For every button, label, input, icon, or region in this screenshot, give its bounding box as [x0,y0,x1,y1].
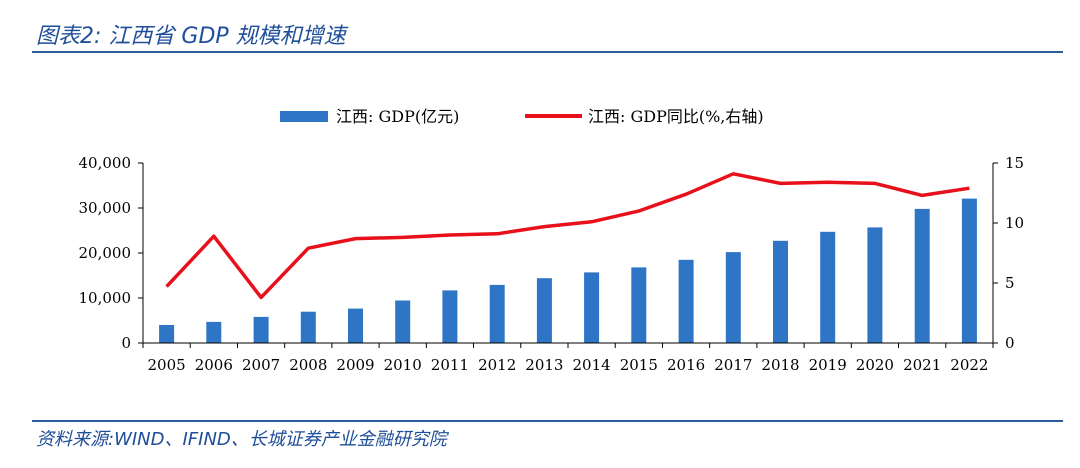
axes [142,163,994,344]
bar-2017 [725,252,741,343]
legend-line-label: 江西: GDP同比(%,右轴) [588,107,764,126]
x-tick-label-2018: 2018 [761,356,799,374]
source-note: 资料来源:WIND、IFIND、长城证券产业金融研究院 [36,429,447,450]
line-series [165,172,970,300]
left-tick-label: 40,000 [79,154,132,172]
bar-2013 [536,278,552,343]
right-tick-label: 0 [1005,334,1015,352]
bar-2008 [300,311,316,343]
bar-2012 [489,284,505,343]
x-tick-label-2010: 2010 [384,356,422,374]
x-tick-label-2020: 2020 [856,356,894,374]
left-tick-label: 0 [121,334,131,352]
bar-2015 [631,267,647,343]
bar-2007 [253,316,269,343]
left-tick-label: 20,000 [79,244,132,262]
bar-2009 [348,308,363,343]
right-tick-label: 15 [1005,154,1024,172]
x-tick-label-2012: 2012 [478,356,516,374]
x-tick-label-2019: 2019 [809,356,847,374]
bar-2010 [395,300,411,343]
bar-2014 [584,272,600,343]
bar-2020 [867,227,883,343]
bar-series [159,198,977,344]
legend: 江西: GDP(亿元) 江西: GDP同比(%,右轴) [280,107,764,126]
right-axis: 0 5 10 15 [993,154,1024,352]
bar-2019 [820,231,836,343]
bar-2018 [773,240,788,343]
x-tick-label-2014: 2014 [573,356,611,374]
x-tick-label-2009: 2009 [336,356,374,374]
bar-2022 [961,198,977,343]
x-tick-label-2007: 2007 [242,356,280,374]
x-tick-label-2022: 2022 [950,356,988,374]
x-tick-label-2011: 2011 [431,356,469,374]
x-tick-label-2013: 2013 [525,356,563,374]
x-tick-label-2015: 2015 [620,356,658,374]
bar-2021 [914,208,930,343]
figure-title: 图表2: 江西省 GDP 规模和增速 [36,24,346,49]
title-rule [32,51,1063,53]
left-tick-label: 30,000 [79,199,132,217]
right-tick-label: 10 [1005,214,1024,232]
x-tick-label-2021: 2021 [903,356,941,374]
left-axis: 0 10,000 20,000 30,000 40,000 [79,154,143,352]
x-tick-label-2008: 2008 [289,356,327,374]
x-axis: 2005 2006 2007 2008 2009 2010 2011 2012 2013 2014… [142,343,994,374]
bar-2011 [442,290,458,343]
bar-2005 [159,325,175,343]
source-rule [32,420,1063,422]
legend-bar-label: 江西: GDP(亿元) [336,107,459,126]
x-tick-label-2005: 2005 [148,356,186,374]
right-tick-label: 5 [1005,274,1015,292]
x-tick-label-2006: 2006 [195,356,233,374]
bar-2016 [678,259,694,344]
left-tick-label: 10,000 [79,289,132,307]
x-tick-label-2017: 2017 [714,356,752,374]
gdp-growth-line [165,172,970,300]
legend-bar-swatch [280,111,328,122]
x-tick-label-2016: 2016 [667,356,705,374]
bar-2006 [206,321,222,343]
